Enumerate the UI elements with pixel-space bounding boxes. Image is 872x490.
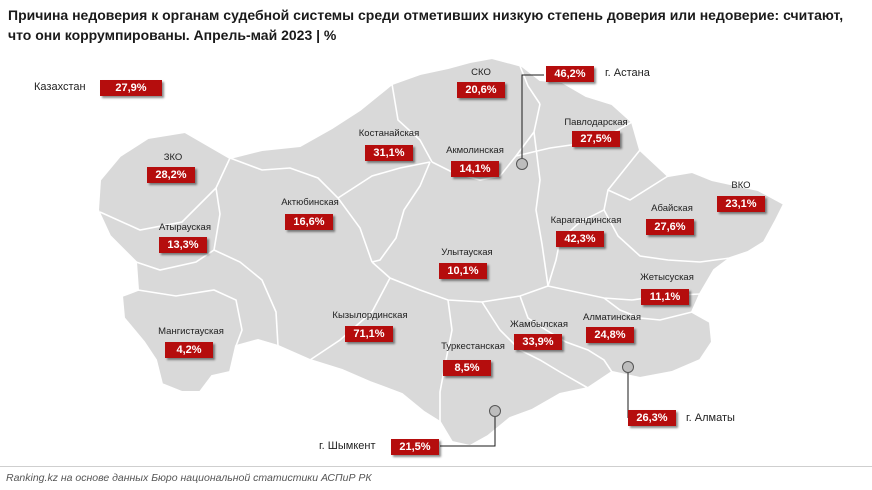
shymkent-marker xyxy=(489,405,501,417)
city-name-astana: г. Астана xyxy=(605,67,650,79)
region-value-zhetysu: 11,1% xyxy=(641,289,689,305)
region-value-kostanay: 31,1% xyxy=(365,145,413,161)
region-value-abai: 27,6% xyxy=(646,219,694,235)
region-name-mangistau: Мангистауская xyxy=(158,326,224,337)
kazakhstan-value: 27,9% xyxy=(100,80,162,96)
region-value-almaty-region: 24,8% xyxy=(586,327,634,343)
region-name-kostanay: Костанайская xyxy=(358,128,420,139)
region-borders xyxy=(99,65,731,422)
region-name-zhetysu: Жетысуская xyxy=(640,272,694,283)
region-value-ulytau: 10,1% xyxy=(439,263,487,279)
region-name-aktobe: Актюбинская xyxy=(281,197,339,208)
kazakhstan-label: Казахстан xyxy=(34,81,86,93)
region-value-vko: 23,1% xyxy=(717,196,765,212)
region-name-ulytau: Улытауская xyxy=(441,247,493,258)
shymkent-leader xyxy=(440,412,496,447)
source-note: Ranking.kz на основе данных Бюро национа… xyxy=(6,472,372,484)
chart-title: Причина недоверия к органам судебной сис… xyxy=(8,7,844,43)
region-name-zko: ЗКО xyxy=(163,152,183,163)
region-name-akmola: Акмолинская xyxy=(446,145,504,156)
region-name-kyzylorda: Кызылординская xyxy=(332,310,408,321)
region-name-zhambyl: Жамбылская xyxy=(510,319,568,330)
city-value-shymkent: 21,5% xyxy=(391,439,439,455)
astana-marker xyxy=(516,158,528,170)
leader-lines xyxy=(440,74,629,447)
region-value-atyrau: 13,3% xyxy=(159,237,207,253)
region-value-sko: 20,6% xyxy=(457,82,505,98)
astana-leader xyxy=(521,74,544,162)
region-name-turkestan: Туркестанская xyxy=(441,341,505,352)
region-name-sko: СКО xyxy=(471,67,491,78)
region-value-aktobe: 16,6% xyxy=(285,214,333,230)
kazakhstan-map xyxy=(96,56,786,448)
almaty-marker xyxy=(622,361,634,373)
region-value-zhambyl: 33,9% xyxy=(514,334,562,350)
footer: Ranking.kz на основе данных Бюро национа… xyxy=(0,466,872,490)
region-name-vko: ВКО xyxy=(731,180,751,191)
region-value-kyzylorda: 71,1% xyxy=(345,326,393,342)
region-name-pavlodar: Павлодарская xyxy=(564,117,628,128)
city-value-astana: 46,2% xyxy=(546,66,594,82)
region-value-pavlodar: 27,5% xyxy=(572,131,620,147)
country-shape xyxy=(96,56,786,448)
region-name-atyrau: Атырауская xyxy=(159,222,211,233)
region-name-karaganda: Карагандинская xyxy=(550,215,622,226)
region-value-mangistau: 4,2% xyxy=(165,342,213,358)
city-name-almaty: г. Алматы xyxy=(686,412,735,424)
city-name-shymkent: г. Шымкент xyxy=(319,440,376,452)
city-value-almaty: 26,3% xyxy=(628,410,676,426)
region-name-abai: Абайская xyxy=(651,203,693,214)
region-name-almaty-region: Алматинская xyxy=(583,312,641,323)
region-value-karaganda: 42,3% xyxy=(556,231,604,247)
region-value-zko: 28,2% xyxy=(147,167,195,183)
region-value-akmola: 14,1% xyxy=(451,161,499,177)
region-value-turkestan: 8,5% xyxy=(443,360,491,376)
